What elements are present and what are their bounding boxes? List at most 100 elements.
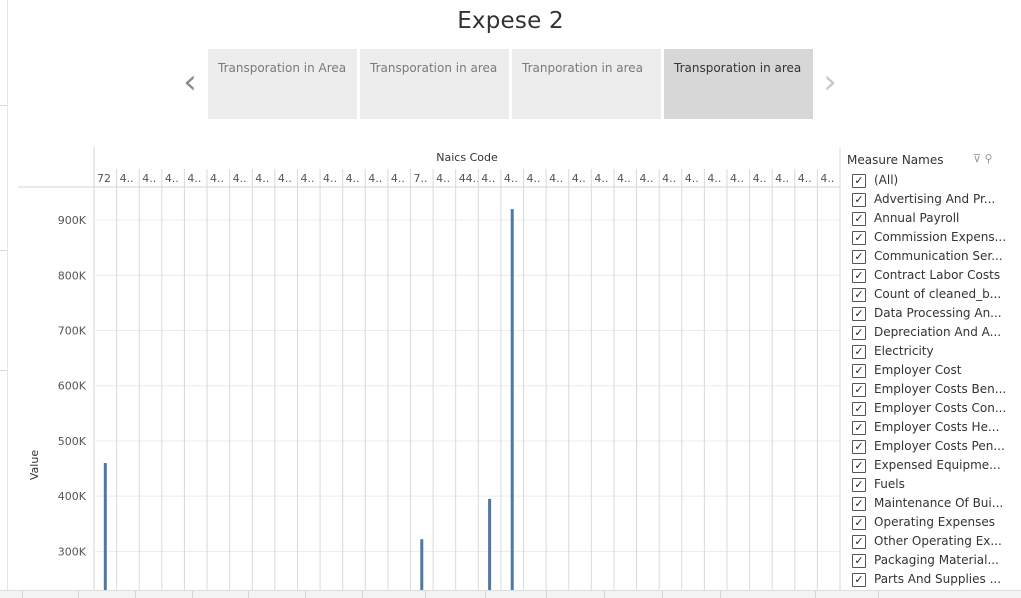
x-tick-label: 4..: [300, 172, 314, 185]
x-tick-label: 4..: [391, 172, 405, 185]
legend-checkbox[interactable]: ✓: [852, 231, 866, 245]
bar: [420, 539, 424, 590]
legend-item-label: Maintenance Of Bui...: [874, 496, 1004, 510]
legend-item-label: Electricity: [874, 344, 934, 358]
legend-item[interactable]: ✓ Annual Payroll: [852, 211, 1012, 230]
legend-item[interactable]: ✓ Maintenance Of Bui...: [852, 496, 1012, 515]
legend-item[interactable]: ✓ Expensed Equipme...: [852, 458, 1012, 477]
legend-filter-search-icon[interactable]: ⊽ ⚲: [973, 152, 993, 165]
legend-item-label: Communication Ser...: [874, 249, 1003, 263]
legend-checkbox[interactable]: ✓: [852, 573, 866, 587]
legend-item-label: Employer Cost: [874, 363, 962, 377]
legend-checkbox[interactable]: ✓: [852, 250, 866, 264]
x-tick-label: 4..: [820, 172, 834, 185]
legend-item[interactable]: ✓ Employer Costs Pen...: [852, 439, 1012, 458]
legend-item[interactable]: ✓ Contract Labor Costs: [852, 268, 1012, 287]
legend-checkbox[interactable]: ✓: [852, 383, 866, 397]
legend-checkbox[interactable]: ✓: [852, 307, 866, 321]
legend-item[interactable]: ✓ Employer Costs Con...: [852, 401, 1012, 420]
legend-item[interactable]: ✓ Communication Ser...: [852, 249, 1012, 268]
measure-names-legend: Measure Names ⊽ ⚲ ✓ (All) ✓ Advertising And…: [843, 150, 1013, 597]
legend-item[interactable]: ✓ Operating Expenses: [852, 515, 1012, 534]
bar: [488, 498, 492, 590]
legend-item[interactable]: ✓ Depreciation And A...: [852, 325, 1012, 344]
x-axis-title: Naics Code: [436, 151, 498, 164]
legend-checkbox[interactable]: ✓: [852, 326, 866, 340]
y-tick-label: 900K: [58, 214, 87, 227]
legend-checkbox[interactable]: ✓: [852, 554, 866, 568]
legend-checkbox[interactable]: ✓: [852, 364, 866, 378]
x-tick-label: 4..: [120, 172, 134, 185]
x-tick-label: 4..: [707, 172, 721, 185]
bottom-tab-strip: [0, 590, 1021, 598]
story-next-arrow-icon[interactable]: ›: [823, 62, 837, 102]
legend-item[interactable]: ✓ Packaging Material...: [852, 553, 1012, 572]
legend-title: Measure Names: [847, 153, 944, 167]
legend-item-label: Annual Payroll: [874, 211, 960, 225]
legend-item[interactable]: ✓ Fuels: [852, 477, 1012, 496]
legend-item[interactable]: ✓ Electricity: [852, 344, 1012, 363]
x-tick-label: 4..: [436, 172, 450, 185]
legend-item-label: Employer Costs Pen...: [874, 439, 1005, 453]
legend-item-label: Depreciation And A...: [874, 325, 1002, 339]
y-tick-label: 800K: [58, 269, 87, 282]
legend-item-label: Data Processing An...: [874, 306, 1002, 320]
legend-checkbox[interactable]: ✓: [852, 516, 866, 530]
legend-item[interactable]: ✓ Employer Costs He...: [852, 420, 1012, 439]
bar: [103, 463, 107, 590]
x-tick-label: 4..: [255, 172, 269, 185]
story-point-1[interactable]: Transporation in Area: [208, 49, 357, 119]
story-point-2[interactable]: Transporation in area: [360, 49, 509, 119]
x-tick-label: 4..: [549, 172, 563, 185]
legend-item[interactable]: ✓ (All): [852, 173, 1012, 192]
legend-checkbox[interactable]: ✓: [852, 402, 866, 416]
x-tick-label: 4..: [210, 172, 224, 185]
x-tick-label: 4..: [504, 172, 518, 185]
legend-item[interactable]: ✓ Data Processing An...: [852, 306, 1012, 325]
legend-item-label: Employer Costs Ben...: [874, 382, 1007, 396]
bar: [510, 209, 514, 590]
legend-item[interactable]: ✓ Parts And Supplies ...: [852, 572, 1012, 591]
legend-item-label: Expensed Equipme...: [874, 458, 1001, 472]
x-tick-label: 4..: [753, 172, 767, 185]
x-tick-label: 4..: [481, 172, 495, 185]
legend-item-label: Operating Expenses: [874, 515, 995, 529]
legend-checkbox[interactable]: ✓: [852, 193, 866, 207]
legend-checkbox[interactable]: ✓: [852, 174, 866, 188]
dashboard-title: Expese 2: [457, 8, 564, 34]
x-tick-label: 4..: [594, 172, 608, 185]
x-tick-label: 4..: [527, 172, 541, 185]
legend-item[interactable]: ✓ Employer Costs Ben...: [852, 382, 1012, 401]
story-prev-arrow-icon[interactable]: ‹: [183, 62, 197, 102]
legend-item[interactable]: ✓ Other Operating Ex...: [852, 534, 1012, 553]
legend-checkbox[interactable]: ✓: [852, 478, 866, 492]
y-tick-label: 400K: [58, 490, 87, 503]
legend-item-label: Packaging Material...: [874, 553, 999, 567]
legend-item[interactable]: ✓ Employer Cost: [852, 363, 1012, 382]
legend-checkbox[interactable]: ✓: [852, 535, 866, 549]
story-point-3[interactable]: Tranporation in area: [512, 49, 661, 119]
x-tick-label: 4..: [278, 172, 292, 185]
x-tick-label: 4..: [798, 172, 812, 185]
x-tick-label: 7..: [413, 172, 427, 185]
legend-checkbox[interactable]: ✓: [852, 459, 866, 473]
legend-checkbox[interactable]: ✓: [852, 345, 866, 359]
x-tick-label: 4..: [323, 172, 337, 185]
legend-checkbox[interactable]: ✓: [852, 421, 866, 435]
story-point-4[interactable]: Transporation in area: [664, 49, 813, 119]
x-tick-label: 44..: [459, 172, 480, 185]
y-tick-label: 600K: [58, 380, 87, 393]
legend-checkbox[interactable]: ✓: [852, 288, 866, 302]
legend-checkbox[interactable]: ✓: [852, 440, 866, 454]
legend-item-label: Other Operating Ex...: [874, 534, 1002, 548]
legend-item[interactable]: ✓ Count of cleaned_b...: [852, 287, 1012, 306]
x-tick-label: 4..: [662, 172, 676, 185]
legend-item-label: Count of cleaned_b...: [874, 287, 1002, 301]
legend-checkbox[interactable]: ✓: [852, 269, 866, 283]
legend-checkbox[interactable]: ✓: [852, 497, 866, 511]
legend-item[interactable]: ✓ Advertising And Pr...: [852, 192, 1012, 211]
legend-item-label: Advertising And Pr...: [874, 192, 996, 206]
legend-checkbox[interactable]: ✓: [852, 212, 866, 226]
legend-item[interactable]: ✓ Commission Expens...: [852, 230, 1012, 249]
x-tick-label: 4..: [730, 172, 744, 185]
